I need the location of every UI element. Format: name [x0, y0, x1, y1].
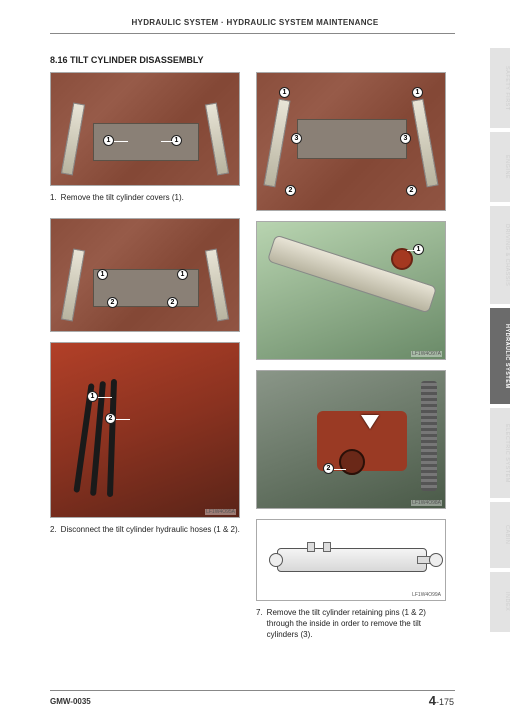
- step-1-num: 1.: [50, 193, 57, 204]
- callout-2: 2: [167, 297, 178, 308]
- footer-rule: [50, 690, 455, 691]
- footer-chapter-num: 4: [429, 693, 436, 708]
- figure-step1: 1 1: [50, 72, 240, 186]
- footer-doc-id: GMW-0035: [50, 697, 91, 706]
- figure-ref: LF1W4O99A: [411, 592, 442, 598]
- side-tab[interactable]: DRIVING & CHASSIS: [490, 206, 510, 304]
- step-1: 1. Remove the tilt cylinder covers (1).: [50, 193, 240, 204]
- figure-ref: LF1W4O98A: [411, 500, 442, 506]
- callout-1: 1: [103, 135, 114, 146]
- figure-step7d: LF1W4O99A: [256, 519, 446, 601]
- figure-step7b: 1 LF1W4O97A: [256, 221, 446, 360]
- callout-3: 3: [291, 133, 302, 144]
- section-title: 8.16 TILT CYLINDER DISASSEMBLY: [50, 55, 204, 65]
- callout-2: 2: [323, 463, 334, 474]
- header-chapter: HYDRAULIC SYSTEM: [131, 18, 218, 27]
- footer-page: 4-175: [429, 693, 454, 708]
- figure-ref: LF1W4O97A: [411, 351, 442, 357]
- side-tabs: SAFETY FIRST ENGINE DRIVING & CHASSIS HYDRA…: [490, 48, 510, 688]
- callout-1: 1: [279, 87, 290, 98]
- figure-ref: LF1W4O95A: [205, 509, 236, 515]
- side-tab[interactable]: INDEX: [490, 572, 510, 632]
- step-2-num: 2.: [50, 525, 57, 536]
- side-tab[interactable]: SAFETY FIRST: [490, 48, 510, 128]
- step-7-text: Remove the tilt cylinder retaining pins …: [267, 608, 446, 640]
- callout-3: 3: [400, 133, 411, 144]
- header-section: HYDRAULIC SYSTEM MAINTENANCE: [227, 18, 379, 27]
- side-tab[interactable]: ENGINE: [490, 132, 510, 202]
- callout-1: 1: [97, 269, 108, 280]
- figure-step7a: 1 1 3 3 2 2: [256, 72, 446, 211]
- callout-2: 2: [107, 297, 118, 308]
- page-header: HYDRAULIC SYSTEM · HYDRAULIC SYSTEM MAIN…: [0, 18, 510, 27]
- step-1-text: Remove the tilt cylinder covers (1).: [61, 193, 184, 204]
- step-2: 2. Disconnect the tilt cylinder hydrauli…: [50, 525, 240, 536]
- footer-page-num: -175: [436, 697, 454, 707]
- side-tab[interactable]: HYDRAULIC SYSTEM: [490, 308, 510, 404]
- callout-1: 1: [177, 269, 188, 280]
- callout-2: 2: [406, 185, 417, 196]
- side-tab[interactable]: CABIN: [490, 502, 510, 568]
- step-2-text: Disconnect the tilt cylinder hydraulic h…: [61, 525, 240, 536]
- step-7: 7. Remove the tilt cylinder retaining pi…: [256, 608, 446, 640]
- figure-step2a: 1 1 2 2: [50, 218, 240, 332]
- arrow-icon: [361, 415, 379, 429]
- callout-1: 1: [412, 87, 423, 98]
- figure-step2b: 1 2 LF1W4O95A: [50, 342, 240, 518]
- callout-1: 1: [87, 391, 98, 402]
- step-7-num: 7.: [256, 608, 263, 640]
- callout-2: 2: [105, 413, 116, 424]
- header-separator: ·: [219, 18, 227, 27]
- figure-step7c: 2 LF1W4O98A: [256, 370, 446, 509]
- side-tab[interactable]: ELECTRIC SYSTEM: [490, 408, 510, 498]
- header-rule: [50, 33, 455, 34]
- callout-2: 2: [285, 185, 296, 196]
